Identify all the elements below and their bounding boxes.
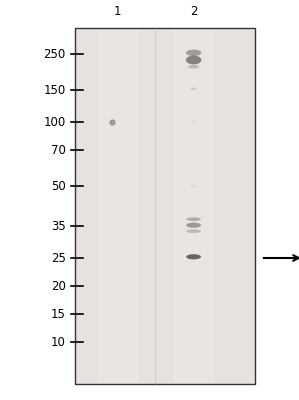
Text: 1: 1 [113,5,121,18]
Text: 50: 50 [51,180,66,192]
Text: 250: 250 [44,48,66,60]
Ellipse shape [186,50,202,56]
Text: 15: 15 [51,308,66,320]
Bar [75,28,255,384]
Text: 100: 100 [44,116,66,128]
Text: 10: 10 [51,336,66,348]
Bar [173,30,214,382]
Ellipse shape [190,185,197,187]
Ellipse shape [186,217,201,221]
Ellipse shape [188,65,199,69]
Text: 150: 150 [44,84,66,96]
Text: 70: 70 [51,144,66,156]
Ellipse shape [191,121,196,123]
Text: 25: 25 [51,252,66,264]
Ellipse shape [186,254,201,260]
Text: 20: 20 [51,280,66,292]
Text: 2: 2 [190,5,197,18]
Text: 35: 35 [51,220,66,232]
Ellipse shape [186,56,202,64]
Ellipse shape [186,222,201,228]
Bar [97,30,139,382]
Ellipse shape [186,230,201,233]
Ellipse shape [191,88,196,90]
